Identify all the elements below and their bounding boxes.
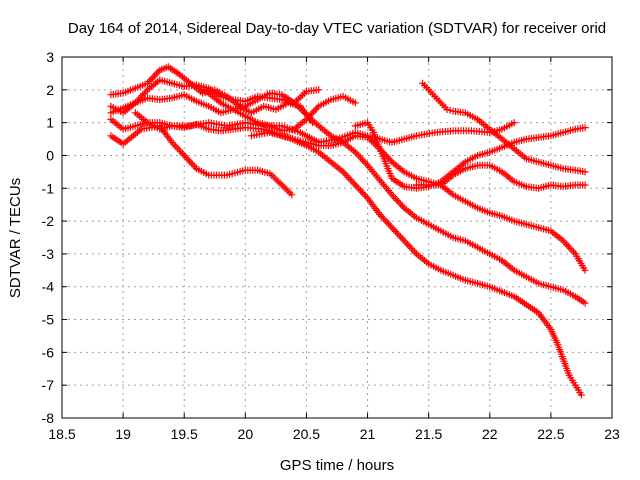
axis-ticks: 18.5 19 19.5 20 20.5 21 21.5 22 22.5 23-8-7-6-5-4…	[42, 49, 620, 442]
y-tick-label: -4	[42, 279, 55, 295]
y-tick-label: 2	[46, 82, 54, 98]
y-tick-label: -8	[42, 410, 55, 426]
grid-lines	[62, 57, 612, 418]
x-tick-label: 20.5	[293, 426, 320, 442]
y-tick-label: 3	[46, 49, 54, 65]
data-point-marker	[446, 106, 454, 114]
x-tick-label: 19.5	[171, 426, 198, 442]
data-point-marker	[577, 391, 585, 399]
y-tick-label: -7	[42, 377, 55, 393]
x-tick-label: 23	[604, 426, 620, 442]
x-tick-label: 19	[115, 426, 131, 442]
y-tick-label: -1	[42, 180, 55, 196]
data-point-marker	[581, 181, 589, 189]
plot-frame	[61, 56, 613, 419]
x-tick-label: 21	[360, 426, 376, 442]
y-tick-label: -5	[42, 312, 55, 328]
x-tick-label: 20	[238, 426, 254, 442]
chart-title: Day 164 of 2014, Sidereal Day-to-day VTE…	[68, 20, 606, 37]
series-s8	[247, 129, 585, 399]
y-axis-label: SDTVAR / TECUs	[7, 178, 24, 298]
series-s1	[107, 122, 296, 199]
series-s7	[192, 83, 589, 307]
data-point-marker	[443, 106, 451, 113]
y-tick-label: -2	[42, 213, 55, 229]
x-axis-label: GPS time / hours	[280, 457, 394, 474]
y-tick-label: 1	[46, 115, 54, 131]
data-point-marker	[581, 299, 589, 307]
series-s12	[412, 161, 589, 192]
series-layer	[107, 63, 589, 399]
x-tick-label: 22.5	[537, 426, 564, 442]
series-line	[250, 131, 583, 396]
series-s11	[419, 79, 589, 176]
data-point-marker	[351, 99, 359, 107]
x-tick-label: 18.5	[48, 426, 75, 442]
data-point-marker	[581, 266, 589, 274]
data-point-marker	[288, 191, 296, 199]
data-point-marker	[510, 119, 518, 127]
y-tick-label: -3	[42, 246, 55, 262]
y-tick-label: -6	[42, 344, 55, 360]
data-point-marker	[315, 86, 323, 94]
data-point-marker	[581, 168, 589, 176]
data-point-marker	[581, 124, 589, 132]
x-tick-label: 22	[482, 426, 498, 442]
y-tick-label: 0	[46, 147, 54, 163]
x-tick-label: 21.5	[415, 426, 442, 442]
series-s5	[107, 91, 359, 135]
